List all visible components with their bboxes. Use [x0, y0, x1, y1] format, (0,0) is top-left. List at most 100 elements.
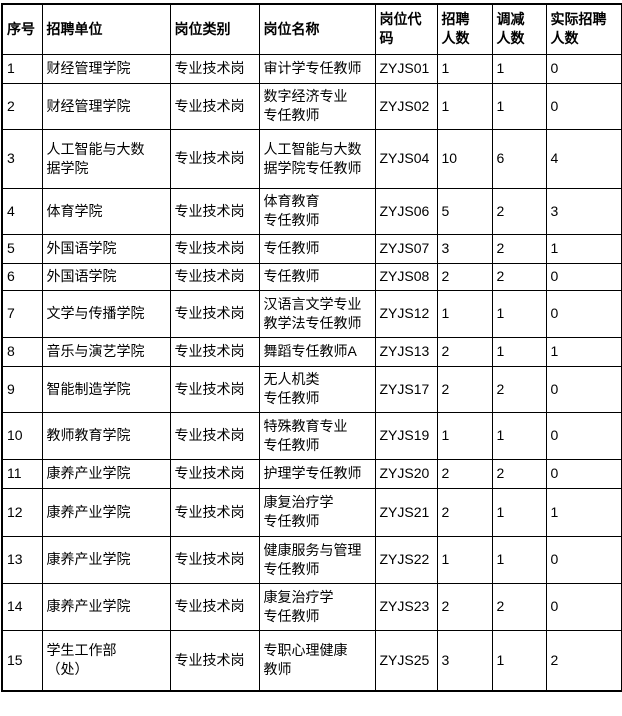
- cell-actual-recruit-count: 1: [545, 233, 622, 264]
- table-row: 3 人工智能与大数 据学院 专业技术岗 人工智能与大数 据学院专任教师 ZYJS04 10…: [1, 128, 622, 189]
- cell-position-category: 专业技术岗: [169, 629, 260, 692]
- cell-reduced-count: 1: [491, 53, 547, 84]
- cell-recruiting-unit: 体育学院: [41, 187, 171, 235]
- cell-actual-recruit-count: 0: [545, 53, 622, 84]
- cell-position-category: 专业技术岗: [169, 365, 260, 413]
- cell-recruit-count: 1: [436, 289, 493, 338]
- cell-reduced-count: 1: [491, 487, 547, 537]
- cell-position-code: ZYJS06: [374, 187, 438, 235]
- column-header-position-category: 岗位类别: [169, 3, 260, 55]
- cell-position-category: 专业技术岗: [169, 336, 260, 367]
- table-row: 8 音乐与演艺学院 专业技术岗 舞蹈专任教师A ZYJS13 2 1 1: [1, 336, 622, 367]
- cell-actual-recruit-count: 0: [545, 582, 622, 631]
- cell-position-name: 康复治疗学 专任教师: [258, 582, 376, 631]
- cell-recruit-count: 2: [436, 458, 493, 489]
- cell-recruit-count: 3: [436, 233, 493, 264]
- cell-position-name: 审计学专任教师: [258, 53, 376, 84]
- cell-recruit-count: 2: [436, 582, 493, 631]
- cell-recruiting-unit: 音乐与演艺学院: [41, 336, 171, 367]
- cell-position-name: 康复治疗学 专任教师: [258, 487, 376, 537]
- table-row: 14 康养产业学院 专业技术岗 康复治疗学 专任教师 ZYJS23 2 2 0: [1, 582, 622, 631]
- cell-position-category: 专业技术岗: [169, 128, 260, 189]
- table-row: 10 教师教育学院 专业技术岗 特殊教育专业 专任教师 ZYJS19 1 1 0: [1, 411, 622, 460]
- cell-recruiting-unit: 财经管理学院: [41, 53, 171, 84]
- cell-position-code: ZYJS20: [374, 458, 438, 489]
- cell-reduced-count: 1: [491, 411, 547, 460]
- cell-actual-recruit-count: 0: [545, 458, 622, 489]
- cell-position-name: 专任教师: [258, 233, 376, 264]
- cell-index: 7: [1, 289, 43, 338]
- cell-position-code: ZYJS13: [374, 336, 438, 367]
- cell-position-category: 专业技术岗: [169, 535, 260, 584]
- cell-actual-recruit-count: 0: [545, 82, 622, 130]
- column-header-position-code: 岗位代 码: [374, 3, 438, 55]
- cell-recruiting-unit: 学生工作部 （处）: [41, 629, 171, 692]
- cell-reduced-count: 2: [491, 233, 547, 264]
- cell-index: 11: [1, 458, 43, 489]
- cell-index: 15: [1, 629, 43, 692]
- cell-position-code: ZYJS21: [374, 487, 438, 537]
- table-row: 1 财经管理学院 专业技术岗 审计学专任教师 ZYJS01 1 1 0: [1, 53, 622, 84]
- cell-actual-recruit-count: 0: [545, 411, 622, 460]
- cell-position-category: 专业技术岗: [169, 82, 260, 130]
- cell-recruiting-unit: 康养产业学院: [41, 458, 171, 489]
- cell-actual-recruit-count: 4: [545, 128, 622, 189]
- column-header-recruiting-unit: 招聘单位: [41, 3, 171, 55]
- cell-index: 2: [1, 82, 43, 130]
- cell-recruiting-unit: 康养产业学院: [41, 582, 171, 631]
- cell-position-name: 特殊教育专业 专任教师: [258, 411, 376, 460]
- cell-position-name: 专职心理健康 教师: [258, 629, 376, 692]
- cell-position-code: ZYJS12: [374, 289, 438, 338]
- header-row: 序号 招聘单位 岗位类别 岗位名称 岗位代 码招聘 人数 调减 人数 实际招聘 人数: [1, 3, 622, 55]
- cell-index: 10: [1, 411, 43, 460]
- cell-recruit-count: 2: [436, 336, 493, 367]
- cell-actual-recruit-count: 2: [545, 629, 622, 692]
- column-header-actual-recruit-count: 实际招聘 人数: [545, 3, 622, 55]
- column-header-recruit-count: 招聘 人数: [436, 3, 493, 55]
- cell-actual-recruit-count: 0: [545, 262, 622, 291]
- cell-recruit-count: 2: [436, 262, 493, 291]
- cell-position-name: 专任教师: [258, 262, 376, 291]
- table-row: 13 康养产业学院 专业技术岗 健康服务与管理 专任教师 ZYJS22 1 1 0: [1, 535, 622, 584]
- cell-index: 5: [1, 233, 43, 264]
- cell-index: 12: [1, 487, 43, 537]
- cell-position-code: ZYJS17: [374, 365, 438, 413]
- cell-reduced-count: 1: [491, 629, 547, 692]
- column-header-reduced-count: 调减 人数: [491, 3, 547, 55]
- cell-index: 8: [1, 336, 43, 367]
- cell-reduced-count: 1: [491, 82, 547, 130]
- cell-recruit-count: 5: [436, 187, 493, 235]
- table-row: 5 外国语学院 专业技术岗 专任教师 ZYJS07 3 2 1: [1, 233, 622, 264]
- cell-recruit-count: 3: [436, 629, 493, 692]
- table-row: 4 体育学院 专业技术岗 体育教育 专任教师 ZYJS06 5 2 3: [1, 187, 622, 235]
- column-header-index: 序号: [1, 3, 43, 55]
- cell-recruit-count: 10: [436, 128, 493, 189]
- cell-position-category: 专业技术岗: [169, 411, 260, 460]
- cell-position-code: ZYJS01: [374, 53, 438, 84]
- cell-position-name: 数字经济专业 专任教师: [258, 82, 376, 130]
- cell-recruit-count: 1: [436, 82, 493, 130]
- table-row: 11 康养产业学院 专业技术岗 护理学专任教师 ZYJS20 2 2 0: [1, 458, 622, 489]
- table-row: 2 财经管理学院 专业技术岗 数字经济专业 专任教师 ZYJS02 1 1 0: [1, 82, 622, 130]
- cell-reduced-count: 1: [491, 336, 547, 367]
- cell-recruiting-unit: 财经管理学院: [41, 82, 171, 130]
- table-row: 12 康养产业学院 专业技术岗 康复治疗学 专任教师 ZYJS21 2 1 1: [1, 487, 622, 537]
- table-row: 6 外国语学院 专业技术岗 专任教师 ZYJS08 2 2 0: [1, 262, 622, 291]
- cell-recruit-count: 2: [436, 487, 493, 537]
- cell-position-category: 专业技术岗: [169, 187, 260, 235]
- cell-position-code: ZYJS07: [374, 233, 438, 264]
- cell-reduced-count: 2: [491, 187, 547, 235]
- cell-actual-recruit-count: 1: [545, 336, 622, 367]
- cell-reduced-count: 2: [491, 582, 547, 631]
- cell-position-category: 专业技术岗: [169, 458, 260, 489]
- cell-reduced-count: 2: [491, 458, 547, 489]
- cell-position-code: ZYJS19: [374, 411, 438, 460]
- cell-reduced-count: 2: [491, 262, 547, 291]
- cell-recruiting-unit: 外国语学院: [41, 262, 171, 291]
- cell-recruiting-unit: 外国语学院: [41, 233, 171, 264]
- cell-reduced-count: 1: [491, 289, 547, 338]
- cell-actual-recruit-count: 1: [545, 487, 622, 537]
- cell-recruit-count: 1: [436, 53, 493, 84]
- cell-position-name: 健康服务与管理 专任教师: [258, 535, 376, 584]
